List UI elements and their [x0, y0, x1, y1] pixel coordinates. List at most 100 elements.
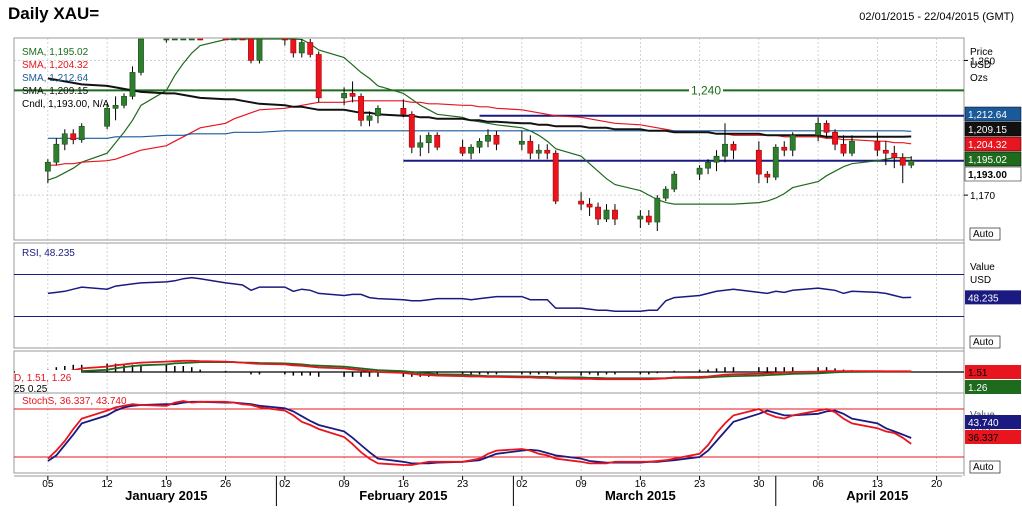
rsi-axis-title: Value	[970, 262, 995, 273]
x-tick-label: 09	[576, 479, 588, 490]
rsi-value-tag	[965, 290, 1021, 305]
x-tick-label: 30	[753, 479, 765, 490]
candle-body	[400, 108, 407, 115]
price-value-tag	[964, 136, 1022, 152]
candle-body	[899, 157, 906, 166]
candle-body	[222, 38, 229, 41]
x-tick-label: 05	[42, 479, 54, 490]
macd-legend: D, 1.51, 1.26	[14, 373, 72, 384]
x-tick-label: 12	[102, 479, 114, 490]
candle-body	[281, 38, 288, 41]
macd-partial-label: 25 0.25	[14, 384, 48, 395]
macd-line	[47, 359, 912, 381]
price-axis-title: Ozs	[970, 73, 988, 84]
candle-body	[713, 155, 720, 163]
price-value-tag	[964, 106, 1022, 122]
candle-body	[70, 133, 77, 141]
candle-body	[612, 209, 618, 220]
price-value-tag	[964, 151, 1022, 167]
auto-label: Auto	[973, 337, 994, 348]
sma-line-3	[47, 77, 912, 138]
price-ytick-label: 1,260	[970, 56, 995, 67]
candle-body	[425, 134, 432, 144]
stoch-value-tag-text: 36.337	[968, 433, 999, 444]
candle-body	[654, 197, 661, 223]
candle-body	[696, 167, 703, 175]
candle-body	[129, 72, 136, 97]
price-value-tag-text: 1,204.32	[968, 140, 1007, 151]
candle-body	[476, 140, 483, 148]
sma-line-0	[47, 38, 912, 205]
x-tick-label: 23	[694, 479, 706, 490]
panel-frame-rsi	[13, 242, 965, 349]
candle-body	[61, 133, 68, 145]
candle-body	[527, 140, 534, 154]
candle-body	[772, 146, 779, 178]
candle-body	[163, 38, 170, 41]
stoch-value-tag	[965, 430, 1021, 444]
candle-body	[908, 160, 915, 166]
candle-body	[180, 38, 187, 41]
stoch-d-line	[47, 400, 912, 465]
candle-body	[112, 105, 119, 109]
stoch-value-tag-text: 43.740	[968, 418, 999, 429]
x-tick-label: 20	[931, 479, 943, 490]
rsi-axis-title: USD	[970, 275, 991, 286]
chart-title: Daily XAU=	[8, 4, 100, 23]
stoch-legend: StochS, 36.337, 43.740	[22, 396, 127, 407]
x-tick-label: 02	[279, 479, 291, 490]
macd-value-tag-text: 1.26	[968, 383, 988, 394]
candle-body	[104, 108, 111, 127]
date-range: 02/01/2015 - 22/04/2015 (GMT)	[859, 11, 1014, 23]
candle-body	[459, 146, 466, 154]
candle-body	[366, 115, 373, 121]
price-value-tag-text: 1,193.00	[968, 170, 1007, 181]
candle-body	[586, 203, 593, 208]
candle-body	[434, 134, 441, 148]
x-tick-label: 16	[635, 479, 647, 490]
candle-body	[290, 39, 297, 54]
macd-value-tag-text: 1.51	[968, 368, 988, 379]
candle-body	[341, 93, 348, 99]
month-label: February 2015	[359, 488, 447, 503]
price-legend-item: Cndl, 1,193.00, N/A	[22, 99, 110, 110]
candle-body	[578, 200, 585, 205]
x-axis-area	[0, 476, 1022, 524]
month-label: April 2015	[846, 488, 908, 503]
candle-body	[358, 96, 364, 121]
candle-body	[256, 38, 263, 61]
candle-body	[874, 140, 881, 151]
candle-body	[755, 149, 762, 175]
x-tick-label: 06	[813, 479, 825, 490]
auto-label: Auto	[973, 229, 994, 240]
candle-body	[662, 188, 669, 199]
price-value-tag-text: 1,209.15	[968, 125, 1007, 136]
candle-body	[671, 173, 678, 190]
candle-body	[188, 38, 195, 41]
auto-button-stoch	[969, 460, 1001, 474]
rsi-value-tag-text: 48.235	[968, 293, 999, 304]
candle-body	[595, 206, 601, 220]
candle-body	[375, 108, 381, 117]
candle-body	[815, 122, 822, 136]
x-tick-label: 02	[516, 479, 528, 490]
macd-value-tag	[965, 365, 1021, 379]
candle-body	[171, 38, 178, 41]
candle-body	[891, 152, 898, 159]
hline-label-bg	[689, 82, 723, 97]
candle-body	[197, 38, 204, 41]
candle-body	[823, 122, 830, 133]
month-label: January 2015	[125, 488, 207, 503]
price-axis-title: USD	[970, 60, 991, 71]
sma-line-1	[47, 100, 912, 166]
candle-body	[121, 96, 127, 106]
x-tick-label: 13	[872, 479, 884, 490]
auto-button-rsi	[969, 335, 1001, 349]
price-legend-item: SMA, 1,204.32	[22, 60, 89, 71]
candle-body	[603, 209, 610, 220]
price-value-tag-text: 1,195.02	[968, 155, 1007, 166]
x-tick-label: 26	[220, 479, 232, 490]
price-value-tag-text: 1,212.64	[968, 110, 1007, 121]
candle-body	[78, 125, 85, 141]
